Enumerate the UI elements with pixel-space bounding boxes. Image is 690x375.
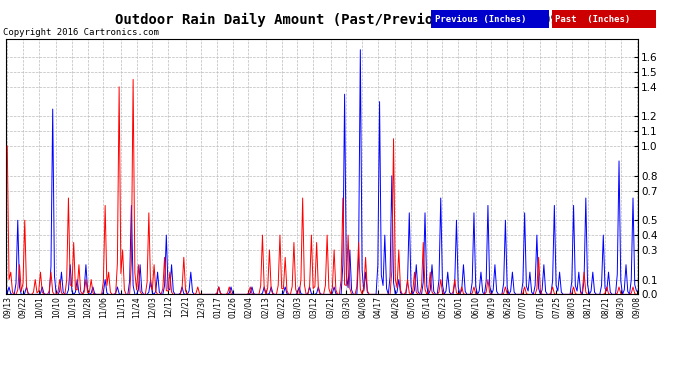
Text: Copyright 2016 Cartronics.com: Copyright 2016 Cartronics.com: [3, 28, 159, 37]
Text: Past  (Inches): Past (Inches): [555, 15, 631, 24]
Text: Outdoor Rain Daily Amount (Past/Previous Year) 20160913: Outdoor Rain Daily Amount (Past/Previous…: [115, 13, 575, 27]
Text: Previous (Inches): Previous (Inches): [435, 15, 526, 24]
